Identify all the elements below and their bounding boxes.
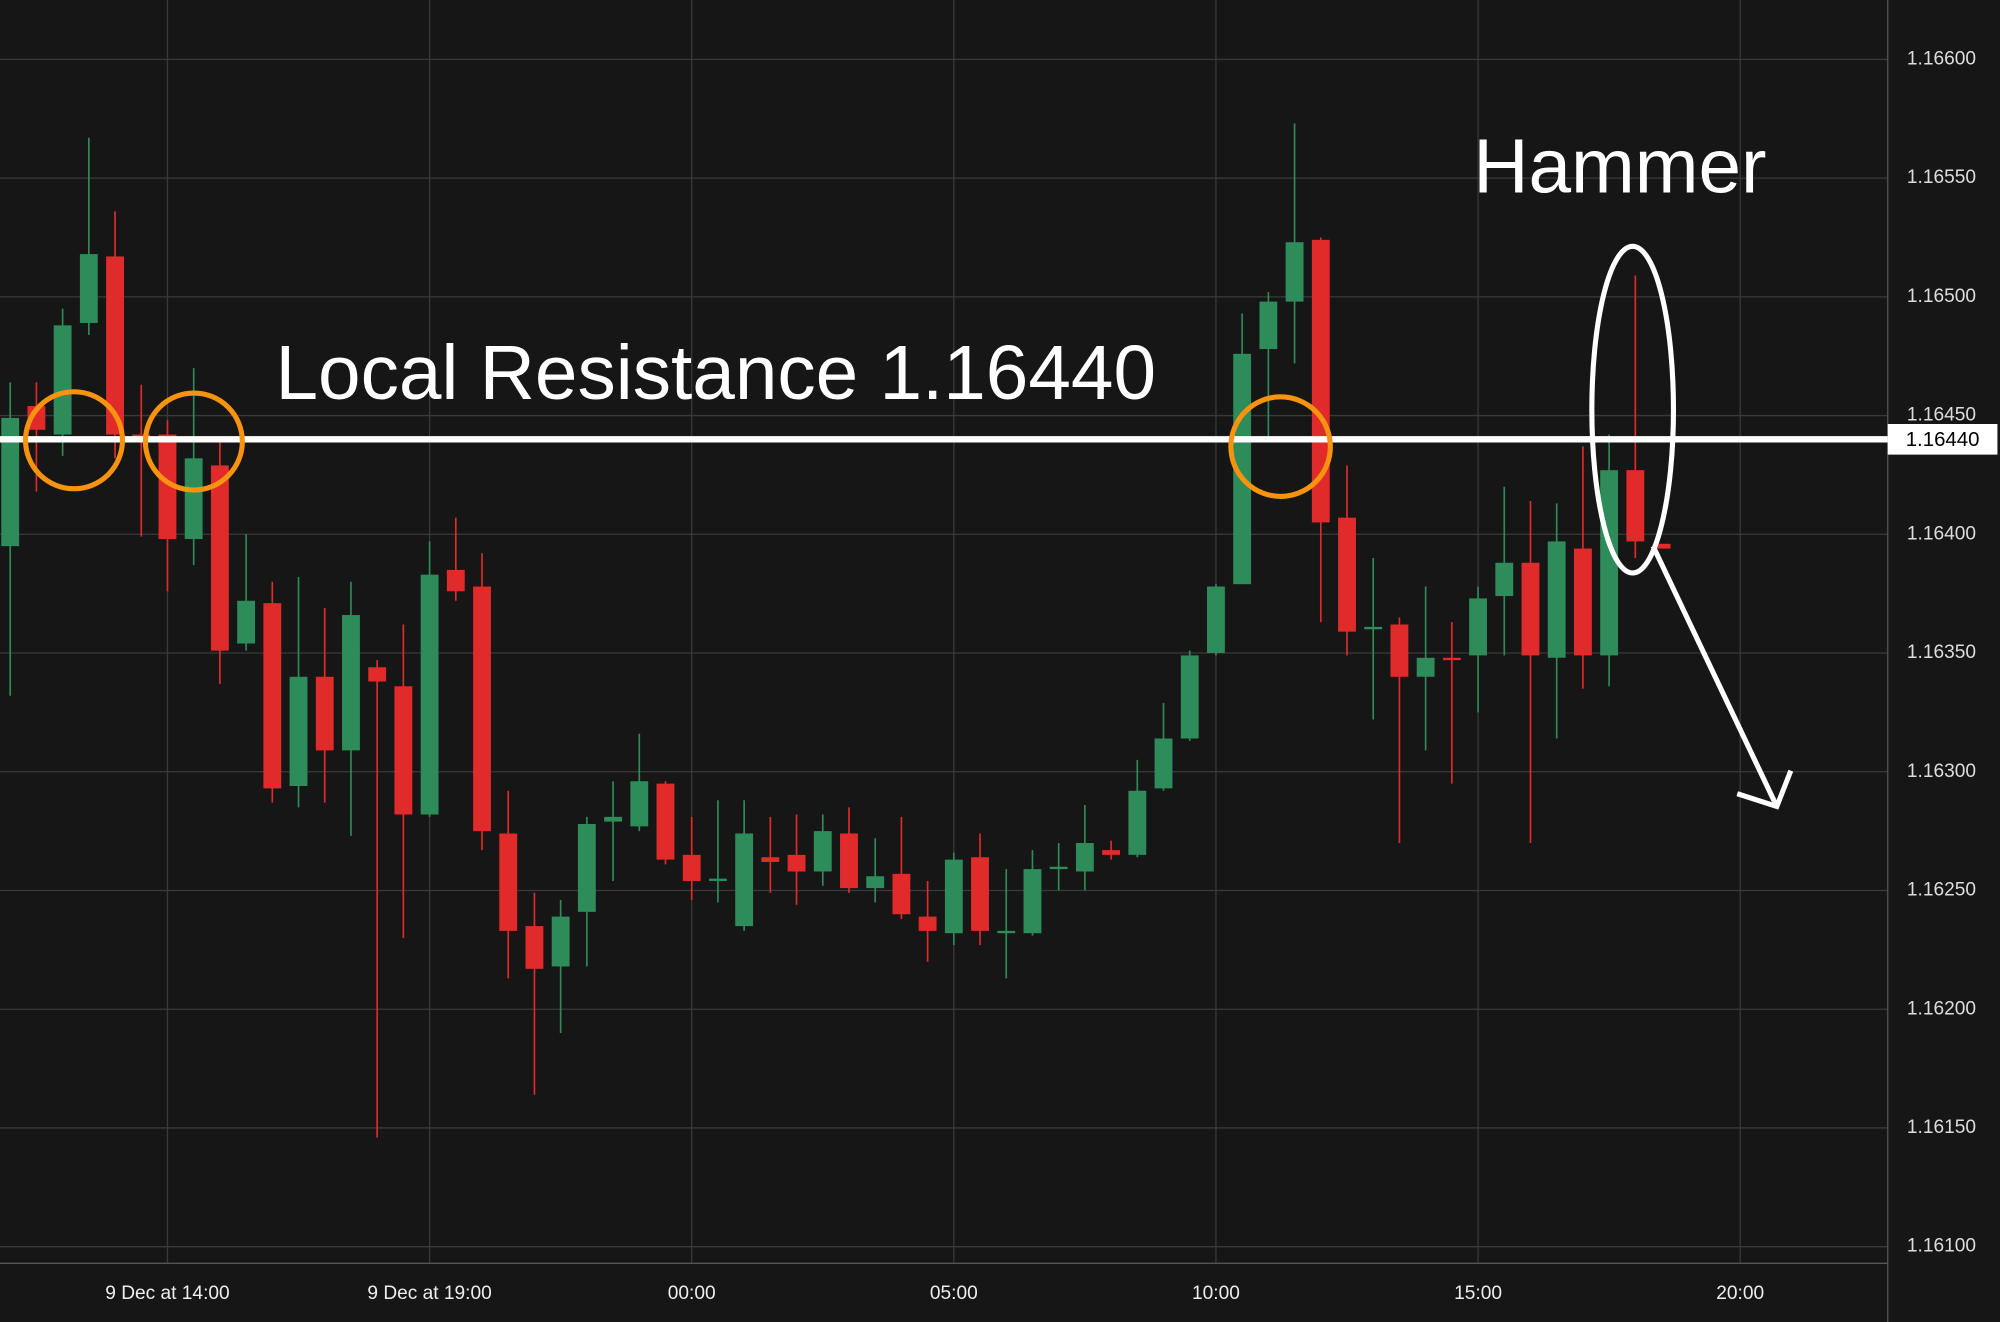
candle-body (210, 465, 229, 651)
candle-body (971, 857, 989, 931)
candle-body (525, 926, 544, 969)
y-tick-label: 1.16500 (1907, 286, 1976, 307)
resistance-label: 1.16440 (1906, 429, 1980, 451)
arrow (1650, 545, 1794, 810)
candle-body (630, 781, 649, 827)
candle-body (473, 586, 491, 832)
candle-body (1521, 562, 1540, 656)
candle-body (184, 458, 203, 540)
candle-body (604, 816, 623, 822)
y-tick-label: 1.16250 (1907, 880, 1976, 901)
candle-body (342, 615, 360, 751)
x-tick-label: 20:00 (1716, 1283, 1764, 1304)
candle-body (499, 833, 518, 931)
x-tick-label: 05:00 (930, 1283, 978, 1304)
x-tick-label: 15:00 (1454, 1283, 1502, 1304)
y-tick-label: 1.16150 (1907, 1117, 1976, 1138)
candle-body (682, 854, 701, 881)
highlight-circle (1228, 394, 1333, 499)
candle-body (1495, 562, 1514, 597)
candle-body (1652, 543, 1671, 549)
candle-body (158, 434, 177, 540)
candle-body (1469, 598, 1487, 656)
candle-body (866, 876, 885, 889)
candle-body (53, 325, 72, 435)
y-tick-label: 1.16450 (1907, 405, 1976, 426)
candle-body (394, 686, 413, 815)
highlight-circle (142, 390, 245, 493)
candle-body (997, 930, 1016, 934)
candle-body (1416, 657, 1435, 677)
candle-body (1128, 790, 1147, 855)
candle-body (1311, 239, 1330, 523)
candle-body (1207, 586, 1225, 654)
highlight-circle (22, 389, 125, 492)
candle-body (1600, 470, 1619, 656)
candle-body (263, 603, 282, 789)
candle-body (1, 417, 20, 547)
candle-body (1285, 242, 1304, 302)
candle-body (446, 569, 465, 592)
overlay: 1.16440 (0, 423, 1998, 455)
candle-body (106, 256, 124, 435)
candle-body (1023, 869, 1042, 934)
candle-body (840, 833, 858, 889)
candles (1, 123, 1671, 1138)
candle-body (1626, 470, 1645, 542)
candle-body (892, 873, 911, 915)
candle-body (761, 857, 780, 862)
candle-body (420, 574, 439, 815)
candle-body (289, 676, 308, 787)
candle-body (1154, 738, 1173, 789)
candle-body (813, 831, 832, 872)
x-tick-label: 00:00 (668, 1283, 716, 1304)
annotation: Hammer (1473, 124, 1766, 209)
y-tick-label: 1.16600 (1907, 48, 1976, 69)
x-tick-label: 9 Dec at 14:00 (105, 1283, 229, 1304)
candle-body (944, 859, 963, 934)
grid (0, 0, 1888, 1264)
candle-body (1573, 548, 1592, 656)
resistance-tag (1887, 423, 1998, 455)
candle-body (551, 916, 570, 967)
candle-body (1102, 850, 1121, 855)
candle-body (1442, 657, 1461, 661)
annotation: Local Resistance 1.16440 (276, 331, 1157, 416)
candle-body (315, 676, 334, 751)
candle-body (1338, 517, 1356, 632)
y-tick-label: 1.16400 (1907, 523, 1976, 544)
candle-body (708, 878, 727, 881)
candle-body (787, 854, 806, 872)
candle-body (1049, 866, 1068, 870)
candle-body (1390, 624, 1409, 677)
y-tick-label: 1.16300 (1907, 761, 1976, 782)
candle-body (79, 254, 98, 323)
x-tick-label: 9 Dec at 19:00 (367, 1283, 491, 1304)
candle-body (237, 600, 256, 644)
x-tick-label: 10:00 (1192, 1283, 1240, 1304)
candle-body (368, 667, 387, 682)
candle-body (1259, 301, 1278, 350)
candle-body (1075, 842, 1094, 872)
candle-body (577, 823, 596, 912)
y-tick-label: 1.16100 (1907, 1236, 1976, 1257)
y-tick-label: 1.16200 (1907, 998, 1976, 1019)
candle-body (735, 833, 754, 927)
candle-body (1547, 541, 1566, 658)
candle-body (656, 783, 675, 860)
highlight-ellipse (1589, 243, 1677, 576)
candle-body (1364, 626, 1383, 630)
y-tick-label: 1.16350 (1907, 642, 1976, 663)
y-tick-label: 1.16550 (1907, 167, 1976, 188)
candle-body (1180, 655, 1199, 739)
candle-body (918, 916, 937, 931)
